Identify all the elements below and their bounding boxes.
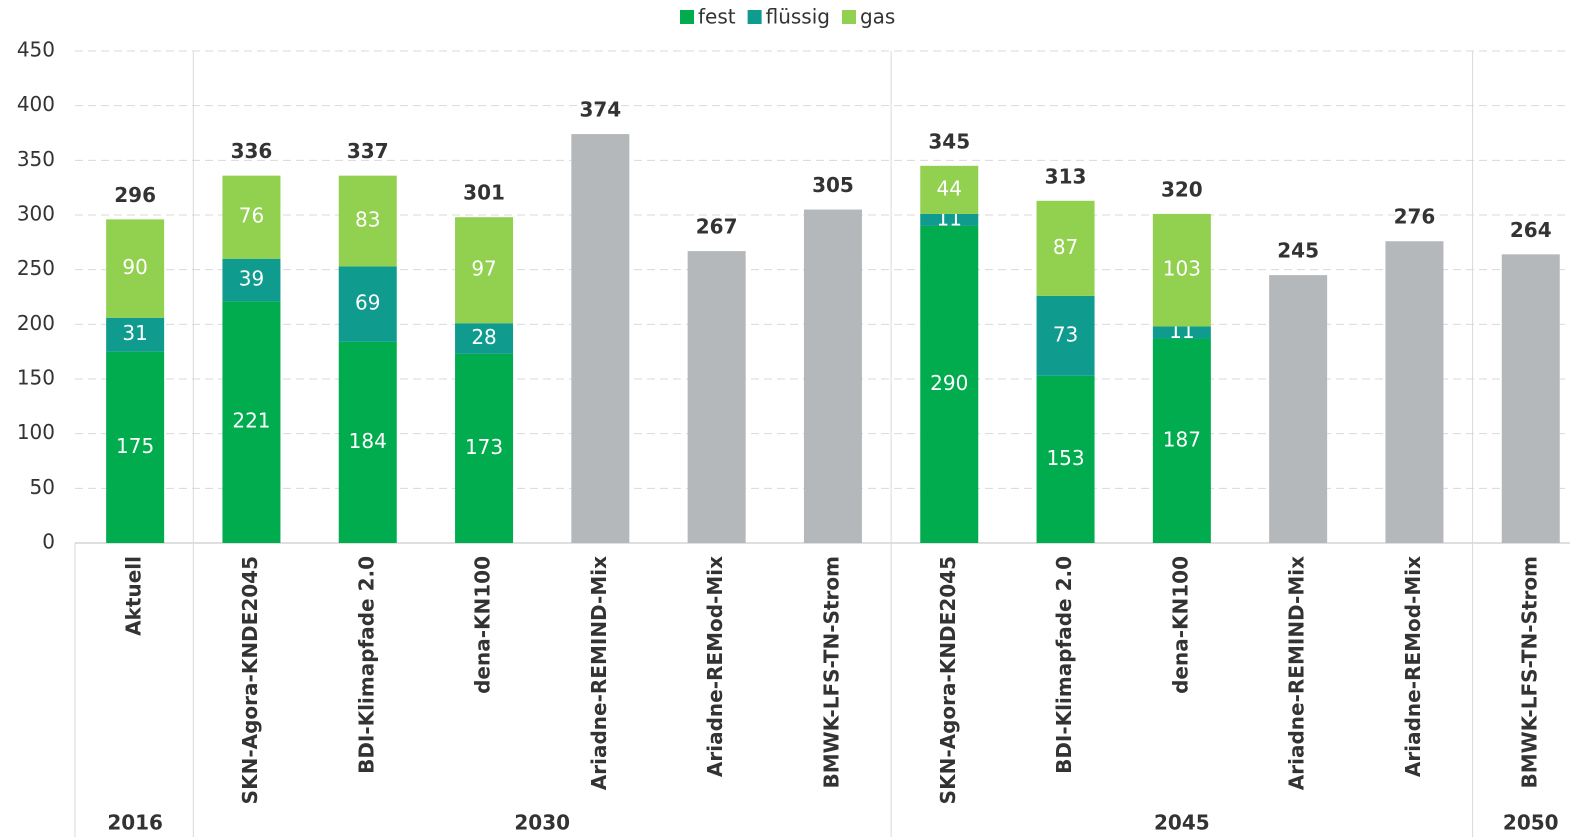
- total-label: 345: [928, 129, 970, 153]
- group-label: 2045: [1154, 811, 1210, 835]
- total-label: 320: [1161, 177, 1203, 201]
- y-tick-label: 0: [42, 530, 55, 554]
- bar-segment: [1036, 375, 1095, 543]
- segment-label: 290: [930, 371, 968, 395]
- bar: [571, 134, 630, 544]
- total-label: 301: [463, 181, 505, 205]
- legend-label: gas: [860, 5, 895, 29]
- segment-label: 90: [122, 255, 147, 279]
- x-tick-label: Ariadne-REMIND-Mix: [587, 556, 611, 790]
- x-tick-label: BDI-Klimapfade 2.0: [354, 556, 378, 774]
- segment-label: 97: [471, 257, 496, 281]
- x-tick-label: SKN-Agora-KNDE2045: [238, 556, 262, 804]
- bar: [1385, 241, 1444, 544]
- y-tick-label: 350: [17, 147, 55, 171]
- total-label: 337: [347, 139, 389, 163]
- total-label: 264: [1510, 218, 1552, 242]
- x-tick-label: Ariadne-REMIND-Mix: [1285, 556, 1309, 790]
- legend-swatch: [841, 10, 856, 24]
- y-tick-label: 50: [30, 475, 55, 499]
- total-label: 313: [1045, 164, 1087, 188]
- bar-segment: [1036, 200, 1095, 296]
- group-label: 2016: [107, 811, 163, 835]
- legend-swatch: [680, 10, 694, 24]
- segment-label: 87: [1053, 235, 1078, 259]
- bar-segment: [455, 217, 514, 324]
- y-tick-label: 200: [17, 311, 55, 335]
- segment-label: 39: [239, 267, 264, 291]
- y-tick-label: 400: [17, 92, 55, 116]
- bar-segment: [106, 219, 165, 318]
- bar-segment: [222, 258, 281, 302]
- total-label: 374: [579, 98, 621, 122]
- segment-label: 44: [937, 176, 962, 200]
- x-tick-label: Ariadne-REMod-Mix: [1401, 556, 1425, 777]
- y-tick-label: 150: [17, 366, 55, 390]
- bar-segment: [1152, 338, 1211, 543]
- x-tick-label: dena-KN100: [1168, 556, 1192, 694]
- segment-label: 31: [122, 321, 147, 345]
- total-label: 296: [114, 183, 156, 207]
- bar-segment: [455, 353, 514, 543]
- total-label: 336: [231, 139, 273, 163]
- y-tick-label: 100: [17, 420, 55, 444]
- legend-label: flüssig: [766, 5, 830, 29]
- segment-label: 83: [355, 208, 380, 232]
- segment-label: 221: [232, 409, 270, 433]
- group-label: 2030: [514, 811, 570, 835]
- x-tick-label: BDI-Klimapfade 2.0: [1052, 556, 1076, 774]
- bar-segment: [920, 165, 979, 214]
- bar-segment: [920, 213, 979, 226]
- bar-segment: [106, 351, 165, 543]
- legend-swatch: [747, 10, 762, 24]
- bar: [1269, 275, 1328, 543]
- x-tick-label: BMWK-LFS-TN-Strom: [819, 556, 843, 789]
- segment-label: 187: [1163, 427, 1201, 451]
- bar-segment: [455, 323, 514, 354]
- bar-segment: [920, 225, 979, 543]
- total-label: 267: [696, 215, 738, 239]
- bar-segment: [106, 317, 165, 352]
- y-tick-label: 250: [17, 256, 55, 280]
- x-tick-label: Aktuell: [122, 556, 146, 636]
- segment-label: 153: [1046, 446, 1084, 470]
- bar-segment: [338, 175, 397, 267]
- bar-segment: [222, 301, 281, 543]
- bar-segment: [1036, 295, 1095, 376]
- bar: [687, 251, 746, 543]
- x-tick-label: dena-KN100: [471, 556, 495, 694]
- bar: [803, 209, 862, 544]
- segment-label: 103: [1163, 257, 1201, 281]
- x-tick-label: BMWK-LFS-TN-Strom: [1517, 556, 1541, 789]
- bar: [1501, 254, 1560, 544]
- bar-segment: [338, 341, 397, 543]
- legend-label: fest: [698, 5, 736, 29]
- bar-segment: [338, 266, 397, 342]
- segment-label: 173: [465, 435, 503, 459]
- total-label: 305: [812, 173, 854, 197]
- segment-label: 73: [1053, 322, 1078, 346]
- group-label: 2050: [1503, 811, 1559, 835]
- segment-label: 184: [349, 429, 387, 453]
- segment-label: 28: [471, 325, 496, 349]
- bar-segment: [1152, 326, 1211, 339]
- x-tick-label: SKN-Agora-KNDE2045: [936, 556, 960, 804]
- total-label: 276: [1394, 205, 1436, 229]
- y-tick-label: 450: [17, 38, 55, 62]
- bar-segment: [222, 175, 281, 259]
- y-tick-label: 300: [17, 202, 55, 226]
- bar-segment: [1152, 213, 1211, 327]
- total-label: 245: [1277, 239, 1319, 263]
- x-tick-label: Ariadne-REMod-Mix: [703, 556, 727, 777]
- segment-label: 69: [355, 291, 380, 315]
- segment-label: 175: [116, 434, 154, 458]
- segment-label: 76: [239, 204, 264, 228]
